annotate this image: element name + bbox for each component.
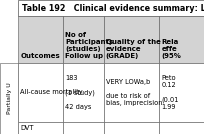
Text: Rela
effe
(95%: Rela effe (95%	[162, 39, 181, 59]
Bar	[63, 63, 104, 122]
Bar	[63, 16, 104, 63]
Bar	[18, 122, 63, 134]
Text: Partially U: Partially U	[7, 83, 12, 114]
Bar	[104, 63, 160, 122]
Text: All-cause mortality: All-cause mortality	[20, 90, 83, 95]
Bar	[104, 16, 160, 63]
Text: No of
Participants
(studies)
Follow up: No of Participants (studies) Follow up	[65, 32, 113, 59]
Bar	[160, 122, 204, 134]
Text: Peto
0.12

(0.01
1.99: Peto 0.12 (0.01 1.99	[162, 75, 179, 110]
Bar	[104, 122, 160, 134]
Bar	[18, 0, 204, 16]
Bar	[18, 16, 63, 63]
Text: DVT: DVT	[20, 125, 34, 131]
Bar	[18, 63, 63, 122]
Text: Outcomes: Outcomes	[20, 53, 60, 59]
Bar	[0, 63, 18, 134]
Bar	[160, 63, 204, 122]
Bar	[63, 122, 104, 134]
Bar	[160, 16, 204, 63]
Text: 183

(1 study)

42 days: 183 (1 study) 42 days	[65, 75, 95, 110]
Text: VERY LOWa,b

due to risk of
bias, imprecision: VERY LOWa,b due to risk of bias, impreci…	[106, 79, 162, 106]
Text: Table 192   Clinical evidence summary: LMWH (low d…: Table 192 Clinical evidence summary: LMW…	[22, 3, 204, 13]
Text: Quality of the
evidence
(GRADE): Quality of the evidence (GRADE)	[106, 39, 161, 59]
